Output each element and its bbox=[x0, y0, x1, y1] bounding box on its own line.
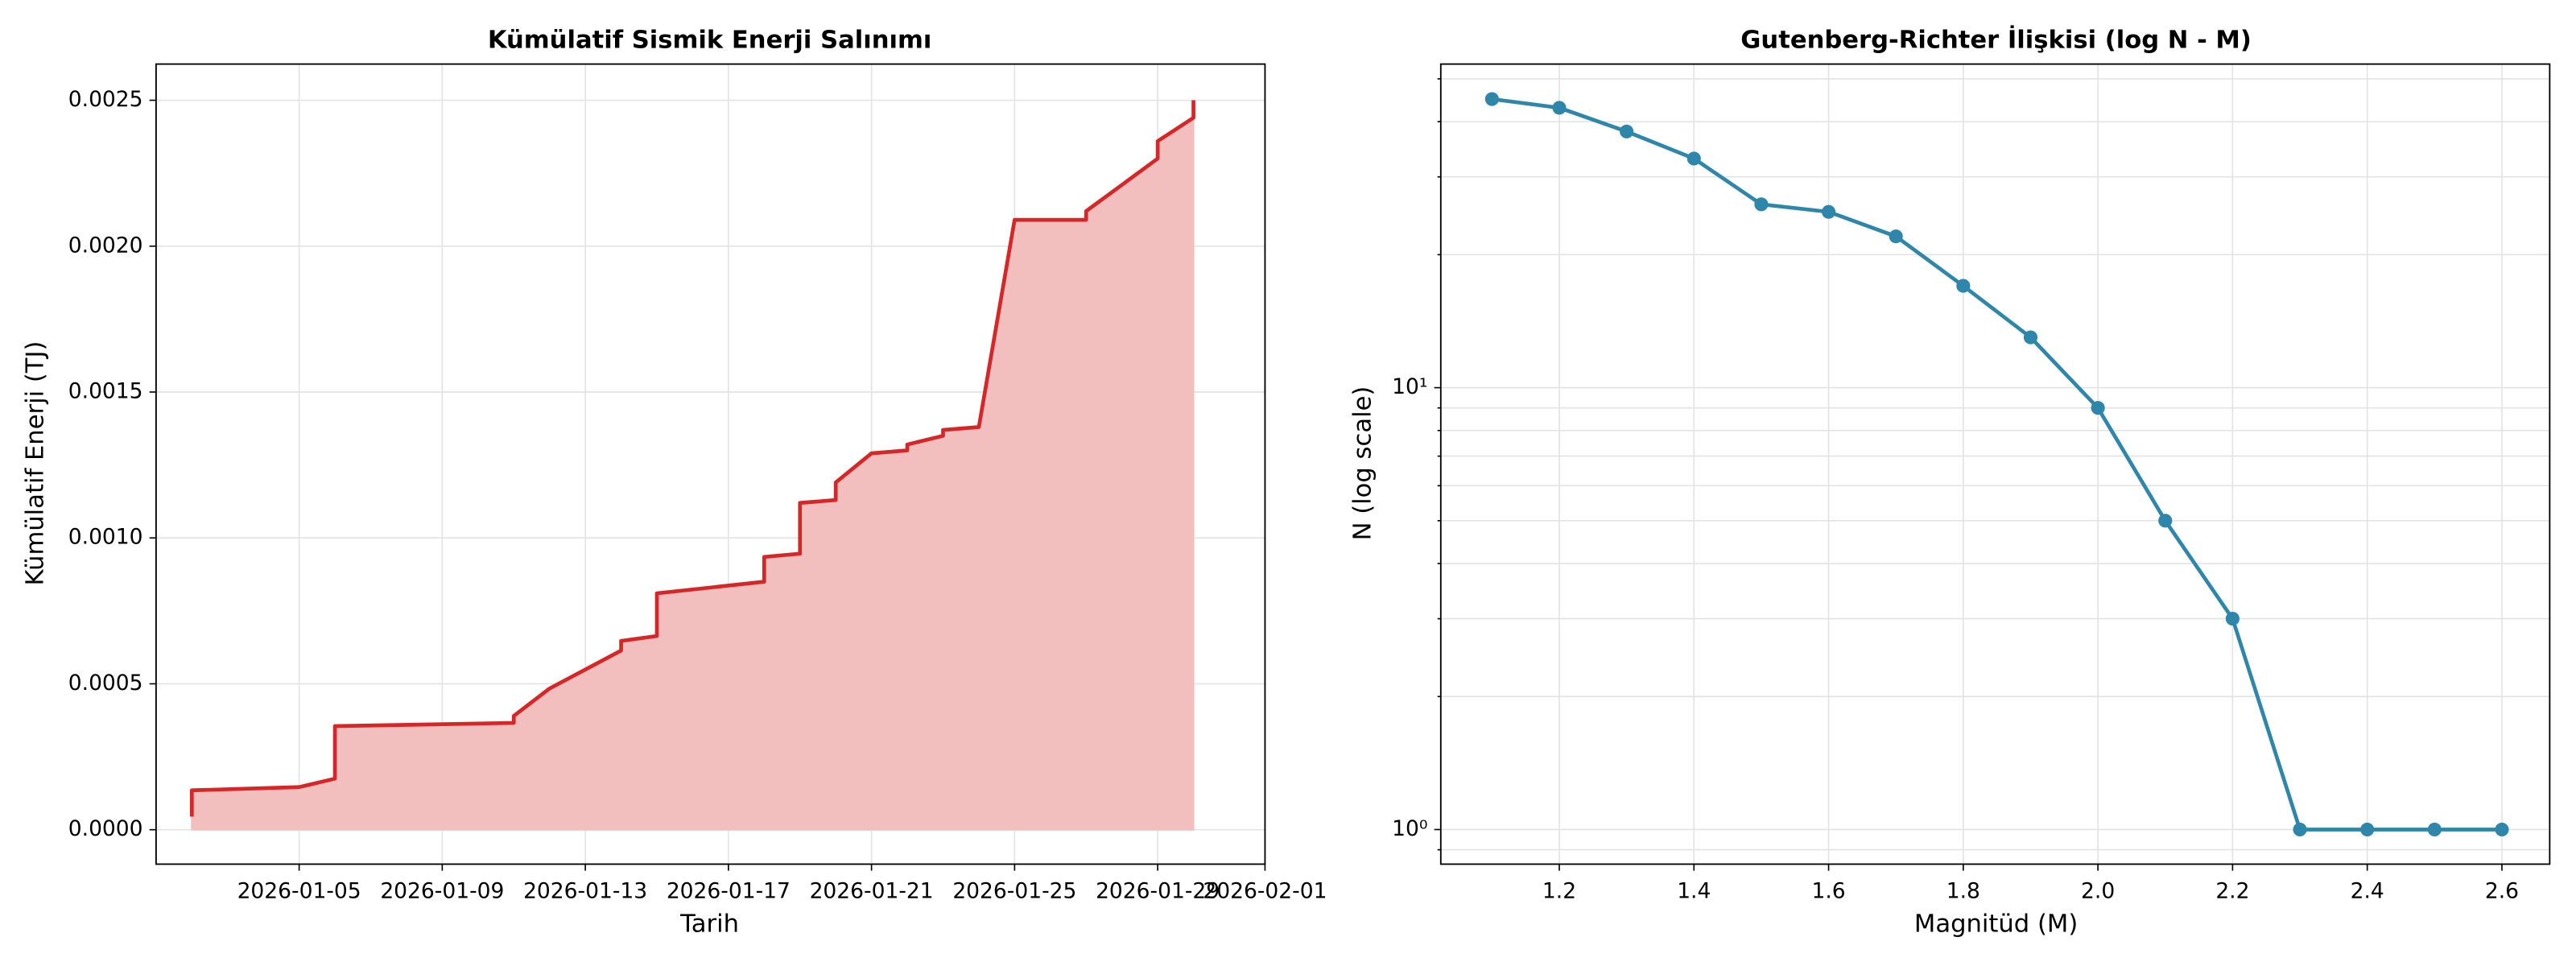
marker bbox=[1956, 279, 1971, 293]
marker bbox=[1821, 204, 1836, 219]
x-tick-label: 2026-01-17 bbox=[667, 879, 791, 904]
y-tick-label: 0.0015 bbox=[68, 379, 143, 404]
x-tick-label: 2.0 bbox=[2081, 879, 2115, 904]
line bbox=[1492, 97, 2502, 832]
x-axis-label: Magnitüd (M) bbox=[1914, 910, 2078, 938]
y-tick-label: 0.0010 bbox=[68, 525, 143, 550]
marker bbox=[1754, 197, 1769, 212]
x-tick-label: 2026-01-21 bbox=[810, 879, 934, 904]
chart-title: Kümülatif Sismik Enerji Salınımı bbox=[488, 27, 932, 55]
x-tick-label: 2026-01-13 bbox=[523, 879, 647, 904]
area bbox=[191, 100, 1195, 831]
x-tick-label: 2026-01-05 bbox=[237, 879, 361, 904]
marker bbox=[2091, 401, 2105, 415]
x-tick-label: 2.4 bbox=[2351, 879, 2384, 904]
line bbox=[189, 100, 1195, 817]
marker bbox=[2495, 822, 2509, 837]
x-tick-label: 2026-02-01 bbox=[1203, 879, 1327, 904]
x-tick-label: 2.6 bbox=[2485, 879, 2519, 904]
plot-frame bbox=[1439, 63, 2551, 865]
x-tick-label: 2026-01-29 bbox=[1096, 879, 1220, 904]
marker bbox=[2023, 330, 2038, 345]
marker bbox=[1484, 92, 1499, 106]
y-tick-label: 0.0025 bbox=[68, 87, 143, 112]
plot-frame bbox=[155, 63, 1266, 865]
y-tick-label: 0.0020 bbox=[68, 233, 143, 258]
y-tick-label: 10¹ bbox=[1392, 374, 1427, 399]
marker bbox=[1889, 229, 1903, 244]
y-axis-label: Kümülatif Enerji (TJ) bbox=[21, 341, 49, 586]
marker bbox=[1686, 151, 1701, 166]
x-tick-label: 1.6 bbox=[1811, 879, 1845, 904]
y-axis-label: N (log scale) bbox=[1348, 386, 1377, 541]
x-tick-label: 1.4 bbox=[1677, 879, 1711, 904]
y-tick-label: 0.0000 bbox=[68, 816, 143, 841]
marker bbox=[1620, 124, 1634, 138]
marker bbox=[2225, 612, 2240, 626]
x-tick-label: 2.2 bbox=[2215, 879, 2249, 904]
x-axis-label: Tarih bbox=[679, 910, 739, 938]
x-tick-label: 1.2 bbox=[1542, 879, 1576, 904]
x-tick-label: 1.8 bbox=[1946, 879, 1980, 904]
marker bbox=[2427, 822, 2442, 837]
marker bbox=[2360, 822, 2375, 837]
y-tick-label: 0.0005 bbox=[68, 671, 143, 696]
marker bbox=[2158, 514, 2173, 528]
x-tick-label: 2026-01-09 bbox=[380, 879, 504, 904]
chart-title: Gutenberg-Richter İlişkisi (log N - M) bbox=[1740, 26, 2252, 55]
x-tick-label: 2026-01-25 bbox=[952, 879, 1076, 904]
marker bbox=[1552, 101, 1567, 115]
y-tick-label: 10⁰ bbox=[1392, 816, 1427, 841]
marker bbox=[2293, 822, 2307, 837]
